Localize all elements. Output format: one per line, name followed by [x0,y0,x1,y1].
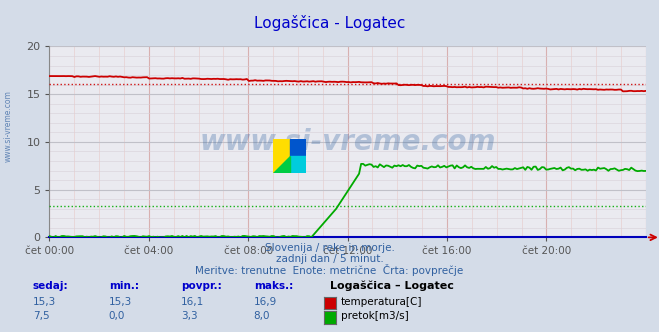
Text: 7,5: 7,5 [33,311,49,321]
Text: povpr.:: povpr.: [181,281,222,291]
Text: www.si-vreme.com: www.si-vreme.com [200,128,496,156]
Text: maks.:: maks.: [254,281,293,291]
Text: 16,9: 16,9 [254,297,277,307]
Bar [290,139,306,156]
Text: 0,0: 0,0 [109,311,125,321]
Text: min.:: min.: [109,281,139,291]
Text: Slovenija / reke in morje.: Slovenija / reke in morje. [264,243,395,253]
Bar [273,139,290,173]
Text: 15,3: 15,3 [109,297,132,307]
Text: Logaščica - Logatec: Logaščica - Logatec [254,15,405,31]
Text: pretok[m3/s]: pretok[m3/s] [341,311,409,321]
Bar [290,156,306,173]
Text: Logaščica – Logatec: Logaščica – Logatec [330,280,453,291]
Text: www.si-vreme.com: www.si-vreme.com [4,90,13,162]
Text: 15,3: 15,3 [33,297,56,307]
Text: 3,3: 3,3 [181,311,198,321]
Text: Meritve: trenutne  Enote: metrične  Črta: povprečje: Meritve: trenutne Enote: metrične Črta: … [195,264,464,276]
Text: 8,0: 8,0 [254,311,270,321]
Polygon shape [273,156,290,173]
Text: zadnji dan / 5 minut.: zadnji dan / 5 minut. [275,254,384,264]
Text: 16,1: 16,1 [181,297,204,307]
Text: temperatura[C]: temperatura[C] [341,297,422,307]
Text: sedaj:: sedaj: [33,281,69,291]
